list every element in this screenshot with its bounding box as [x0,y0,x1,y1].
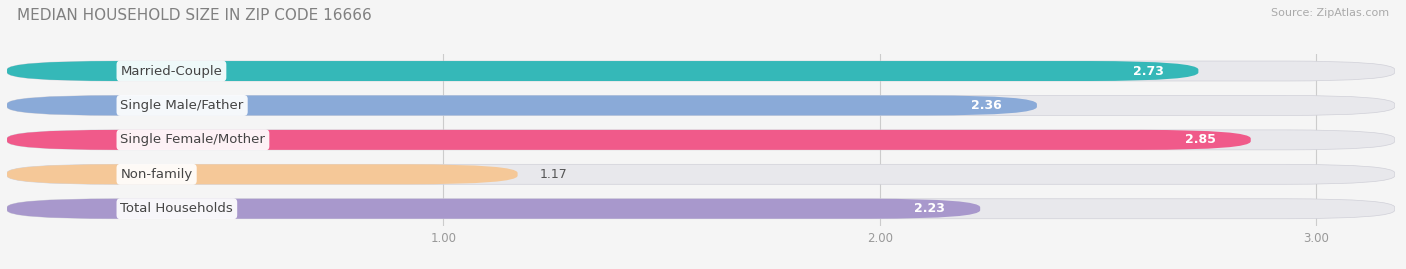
FancyBboxPatch shape [7,130,1251,150]
Text: Single Male/Father: Single Male/Father [121,99,243,112]
Text: 2.36: 2.36 [972,99,1002,112]
Text: Non-family: Non-family [121,168,193,181]
FancyBboxPatch shape [7,164,517,184]
FancyBboxPatch shape [7,199,980,219]
Text: Total Households: Total Households [121,202,233,215]
Text: 2.85: 2.85 [1185,133,1216,146]
FancyBboxPatch shape [7,95,1395,115]
Text: MEDIAN HOUSEHOLD SIZE IN ZIP CODE 16666: MEDIAN HOUSEHOLD SIZE IN ZIP CODE 16666 [17,8,371,23]
Text: 2.23: 2.23 [914,202,945,215]
FancyBboxPatch shape [7,130,1395,150]
FancyBboxPatch shape [7,164,1395,184]
Text: Married-Couple: Married-Couple [121,65,222,77]
Text: Single Female/Mother: Single Female/Mother [121,133,266,146]
FancyBboxPatch shape [7,61,1395,81]
FancyBboxPatch shape [7,95,1036,115]
Text: 2.73: 2.73 [1133,65,1164,77]
FancyBboxPatch shape [7,61,1198,81]
FancyBboxPatch shape [7,199,1395,219]
Text: 1.17: 1.17 [540,168,567,181]
Text: Source: ZipAtlas.com: Source: ZipAtlas.com [1271,8,1389,18]
